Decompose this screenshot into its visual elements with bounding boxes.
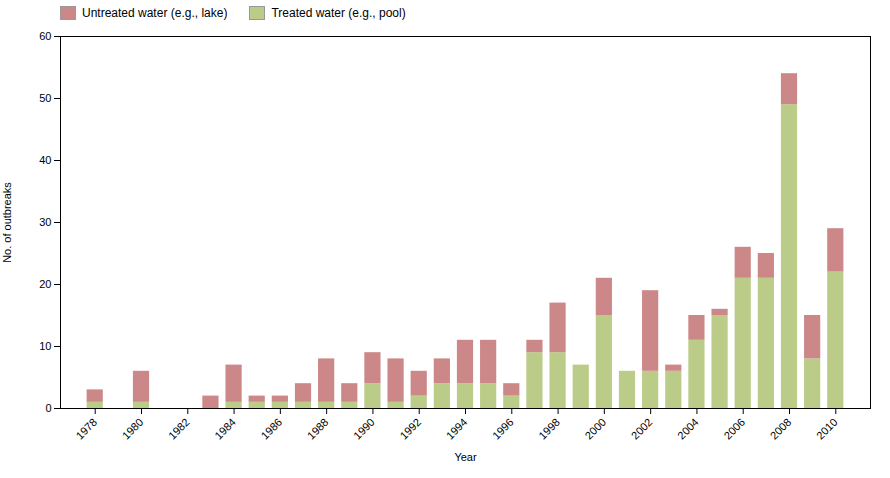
svg-text:50: 50 xyxy=(39,92,51,104)
svg-text:0: 0 xyxy=(45,402,51,414)
svg-text:Year: Year xyxy=(454,451,477,463)
svg-text:1998: 1998 xyxy=(536,416,562,442)
svg-text:1986: 1986 xyxy=(258,416,284,442)
svg-text:20: 20 xyxy=(39,278,51,290)
svg-text:1994: 1994 xyxy=(444,416,470,442)
svg-text:1984: 1984 xyxy=(212,416,238,442)
svg-text:2010: 2010 xyxy=(814,416,840,442)
svg-text:1988: 1988 xyxy=(305,416,331,442)
html-text:Treated water (e.g., pool): Treated water (e.g., pool) xyxy=(271,6,406,20)
svg-text:10: 10 xyxy=(39,340,51,352)
svg-text:30: 30 xyxy=(39,216,51,228)
svg-text:1982: 1982 xyxy=(166,416,192,442)
svg-text:2002: 2002 xyxy=(629,416,655,442)
svg-text:1996: 1996 xyxy=(490,416,516,442)
svg-text:2006: 2006 xyxy=(721,416,747,442)
html-text:Untreated water (e.g., lake): Untreated water (e.g., lake) xyxy=(82,6,228,20)
svg-text:1978: 1978 xyxy=(73,416,99,442)
svg-text:No. of outbreaks: No. of outbreaks xyxy=(1,182,13,263)
svg-text:2000: 2000 xyxy=(582,416,608,442)
svg-text:2004: 2004 xyxy=(675,416,701,442)
svg-text:1980: 1980 xyxy=(120,416,146,442)
svg-text:2008: 2008 xyxy=(768,416,794,442)
svg-text:1992: 1992 xyxy=(397,416,423,442)
svg-text:40: 40 xyxy=(39,154,51,166)
svg-text:60: 60 xyxy=(39,30,51,42)
svg-text:1990: 1990 xyxy=(351,416,377,442)
